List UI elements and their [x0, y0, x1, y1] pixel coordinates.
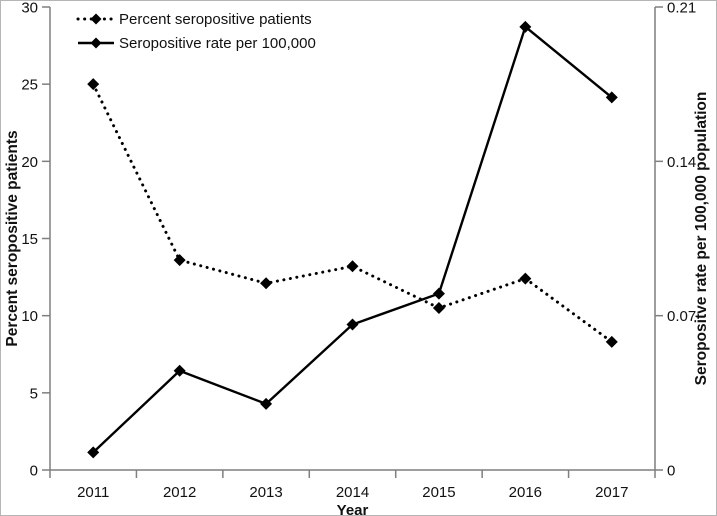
x-axis-tick-label: 2016 — [509, 484, 542, 501]
y-axis-left-tick-label: 0 — [30, 463, 38, 480]
y-axis-left-tick-label: 20 — [21, 154, 38, 171]
series-line-0 — [91, 82, 614, 344]
x-axis-tick-label: 2017 — [595, 484, 628, 501]
y-axis-left-title: Percent seropositive patients — [4, 130, 21, 346]
legend-marker-diamond — [90, 37, 102, 49]
data-point-0-2017 — [605, 335, 618, 348]
x-axis-tick-label: 2011 — [77, 484, 109, 501]
y-axis-left-tick-label: 15 — [21, 231, 38, 248]
data-point-1-2014 — [346, 318, 359, 331]
x-axis-tick-label: 2015 — [422, 484, 455, 501]
y-axis-right-tick-label: 0.14 — [667, 154, 696, 171]
data-point-0-2012 — [173, 254, 186, 267]
data-point-0-2014 — [346, 260, 359, 273]
legend-label: Percent seropositive patients — [119, 11, 312, 28]
y-axis-right-title: Seropositve rate per 100,000 population — [693, 92, 710, 386]
legend-label: Seropositive rate per 100,000 — [119, 35, 316, 52]
legend-marker-diamond — [90, 13, 102, 25]
x-axis-tick-label: 2013 — [249, 484, 282, 501]
data-point-1-2013 — [260, 397, 273, 410]
legend-item-0: Percent seropositive patients — [76, 11, 312, 28]
data-point-0-2013 — [260, 277, 273, 290]
data-point-0-2011 — [87, 78, 100, 91]
data-point-0-2016 — [519, 272, 532, 285]
data-point-1-2017 — [605, 91, 618, 104]
y-axis-left-tick-label: 30 — [21, 0, 38, 17]
legend-item-1: Seropositive rate per 100,000 — [78, 35, 316, 52]
y-axis-right-tick-label: 0.07 — [667, 308, 696, 325]
legend: Percent seropositive patients Seropositiv… — [76, 11, 316, 52]
data-point-1-2012 — [173, 364, 186, 377]
y-axis-left-tick-label: 5 — [30, 385, 38, 402]
y-axis-left-tick-label: 10 — [21, 308, 38, 325]
x-axis-title: Year — [337, 502, 369, 516]
y-axis-left-tick-label: 25 — [21, 77, 38, 94]
data-point-1-2016 — [519, 20, 532, 33]
y-axis-right-tick-label: 0 — [667, 463, 675, 480]
data-point-0-2015 — [432, 301, 445, 314]
series-rate — [87, 20, 618, 459]
data-point-1-2011 — [87, 446, 100, 459]
series-percent — [87, 78, 618, 348]
y-axis-right-tick-label: 0.21 — [667, 0, 696, 17]
x-axis-tick-label: 2012 — [163, 484, 196, 501]
x-axis-tick-label: 2014 — [336, 484, 369, 501]
data-point-1-2015 — [432, 287, 445, 300]
series-line-1 — [92, 24, 613, 454]
